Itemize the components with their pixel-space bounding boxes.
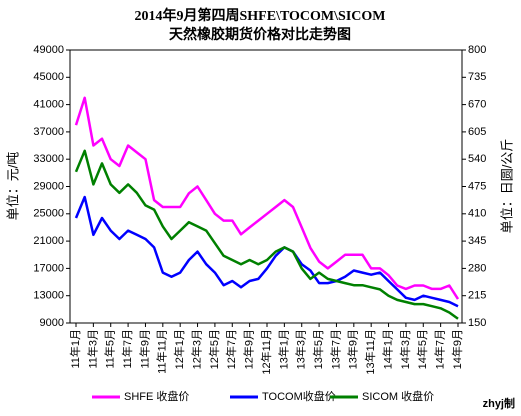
- y-tick-label: 17000: [33, 262, 64, 274]
- x-tick-label: 14年1月: [380, 329, 394, 369]
- chart-title: 2014年9月第四周SHFE\TOCOM\SICOM: [135, 7, 386, 24]
- x-tick-label: 12年9月: [242, 329, 256, 369]
- y-tick-label: 25000: [33, 208, 64, 220]
- series-line: [74, 195, 459, 308]
- series-line: [74, 149, 459, 320]
- legend-label: SICOM 收盘价: [362, 389, 434, 403]
- legend-label: SHFE 收盘价: [124, 389, 189, 403]
- y-tick-label: 37000: [33, 126, 64, 138]
- x-tick-label: 12年3月: [189, 329, 203, 369]
- y2-tick-label: 410: [468, 208, 486, 220]
- y-tick-label: 45000: [33, 71, 64, 83]
- x-tick-label: 13年11月: [363, 329, 377, 375]
- y-tick-label: 41000: [33, 99, 64, 111]
- x-tick-label: 11年9月: [137, 329, 151, 369]
- x-tick-label: 13年7月: [328, 329, 342, 369]
- y-tick-label: 49000: [33, 44, 64, 56]
- x-tick-label: 11年7月: [120, 329, 134, 369]
- x-tick-label: 11年11月: [155, 329, 169, 374]
- y-tick-label: 9000: [40, 317, 64, 329]
- y2-axis-label: 单位：日圆/公斤: [499, 139, 514, 234]
- x-tick-label: 12年1月: [172, 329, 186, 369]
- y2-tick-label: 670: [468, 99, 486, 111]
- x-tick-label: 14年9月: [450, 329, 464, 369]
- footer: zhyj制: [483, 396, 515, 410]
- x-tick-label: 13年1月: [276, 329, 290, 369]
- y-tick-label: 29000: [33, 180, 64, 192]
- y2-tick-label: 280: [468, 262, 486, 274]
- y2-tick-label: 800: [468, 44, 486, 56]
- x-tick-label: 13年3月: [294, 329, 308, 369]
- y2-tick-label: 215: [468, 290, 486, 302]
- x-tick-label: 11年1月: [68, 329, 82, 369]
- x-tick-label: 11年3月: [85, 329, 99, 369]
- legend-label: TOCOM收盘价: [262, 389, 336, 403]
- y2-tick-label: 150: [468, 317, 486, 329]
- y2-tick-label: 540: [468, 153, 486, 165]
- x-tick-label: 11年5月: [103, 329, 117, 369]
- x-tick-label: 12年5月: [207, 329, 221, 369]
- y2-tick-label: 345: [468, 235, 486, 247]
- y2-tick-label: 475: [468, 180, 486, 192]
- chart-subtitle: 天然橡胶期货价格对比走势图: [169, 26, 351, 43]
- series-line: [74, 96, 460, 300]
- x-tick-label: 14年7月: [433, 329, 447, 369]
- x-tick-label: 13年5月: [311, 329, 325, 369]
- y-axis-label: 单位：元/吨: [5, 152, 20, 221]
- y-tick-label: 13000: [33, 290, 64, 302]
- y-tick-label: 21000: [33, 235, 64, 247]
- x-tick-label: 12年11月: [259, 329, 273, 375]
- x-tick-label: 14年5月: [415, 329, 429, 369]
- x-tick-label: 14年3月: [398, 329, 412, 369]
- x-tick-label: 12年7月: [224, 329, 238, 369]
- y2-tick-label: 605: [468, 126, 486, 138]
- x-tick-label: 13年9月: [346, 329, 360, 369]
- y2-tick-label: 735: [468, 71, 486, 83]
- y-tick-label: 33000: [33, 153, 64, 165]
